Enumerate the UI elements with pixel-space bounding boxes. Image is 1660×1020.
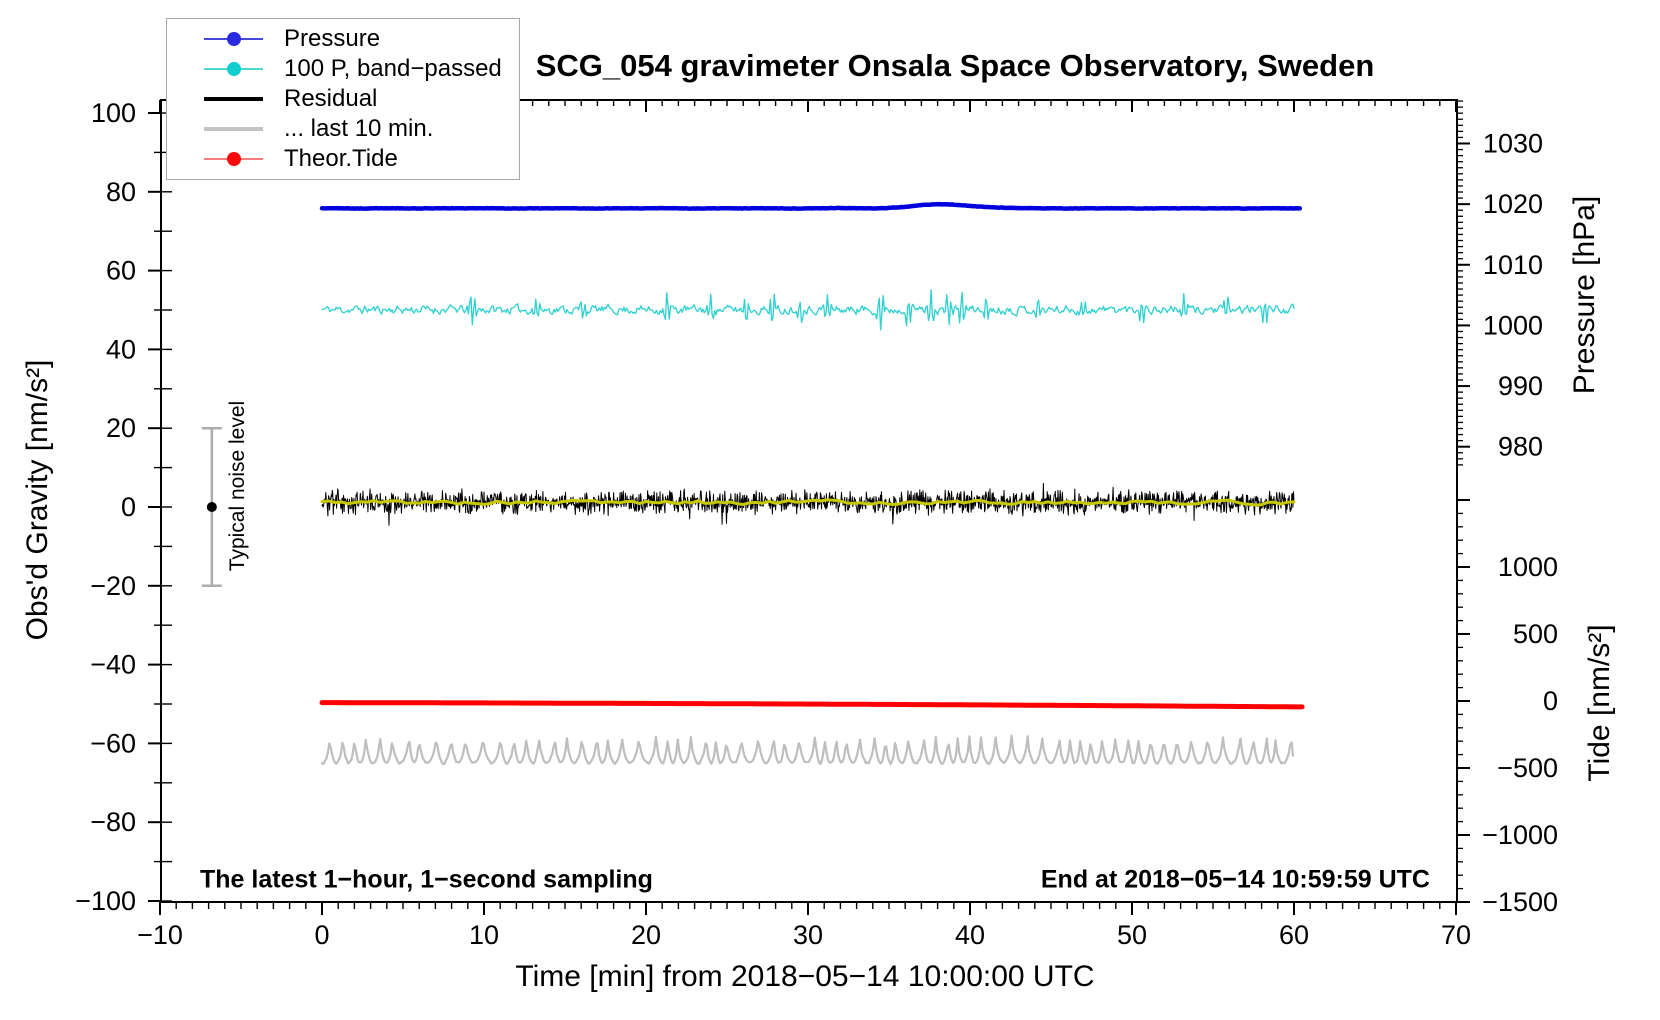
noise-level-errorbar (201, 426, 222, 588)
legend-sample-dot (226, 152, 241, 166)
pressure-axis-tick-label: 980 (1498, 432, 1543, 462)
x-axis-tick-label: 60 (1279, 920, 1309, 950)
legend-item-1: 100 P, band−passed (167, 54, 519, 84)
x-axis-title: Time [min] from 2018−05−14 10:00:00 UTC (515, 960, 1095, 993)
legend-item-0: Pressure (167, 24, 519, 54)
legend-sample-dot (226, 62, 241, 76)
x-axis-tick-label: −10 (137, 920, 183, 950)
pressure-axis-tick-label: 1030 (1483, 129, 1543, 159)
x-axis-tick-label: 50 (1117, 920, 1147, 950)
gravity-axis-tick-label: 20 (106, 413, 136, 443)
legend-item-label: Theor.Tide (284, 145, 398, 172)
series-tide-line (319, 700, 1305, 710)
noise-level-label: Typical noise level (226, 400, 249, 572)
gravity-axis-title: Obs'd Gravity [nm/s²] (21, 359, 54, 641)
gravity-axis-tick-label: 80 (106, 177, 136, 207)
series-residual-line (321, 482, 1295, 526)
series-last10-line (320, 734, 1295, 766)
gravity-axis-tick-label: −40 (90, 650, 136, 680)
gravity-axis-tick-label: 0 (121, 492, 136, 522)
gravity-axis-tick-label: −80 (90, 807, 136, 837)
x-axis-tick-label: 10 (469, 920, 499, 950)
pressure-axis-tick-label: 1010 (1483, 250, 1543, 280)
gravity-axis-tick-label: 40 (106, 334, 136, 364)
x-axis-tick-label: 30 (793, 920, 823, 950)
legend-item-label: 100 P, band−passed (284, 55, 502, 82)
legend-sample-line (204, 114, 263, 144)
legend-item-2: Residual (167, 84, 519, 114)
pressure-axis-tick-label: 990 (1498, 371, 1543, 401)
tide-axis-tick-label: −1000 (1482, 820, 1558, 850)
pressure-axis-tick-label: 1000 (1483, 310, 1543, 340)
chart-legend: Pressure 100 P, band−passed Residual ... la… (166, 18, 520, 180)
x-axis-tick-label: 40 (955, 920, 985, 950)
chart-title: SCG_054 gravimeter Onsala Space Observat… (535, 48, 1375, 83)
legend-sample-line (204, 24, 263, 54)
pressure-axis-title: Pressure [hPa] (1568, 195, 1601, 395)
legend-item-label: Pressure (284, 25, 381, 52)
x-axis-tick-label: 0 (314, 920, 329, 950)
series-bandpassed-line (321, 289, 1295, 331)
legend-item-label: Residual (284, 85, 378, 112)
series-pressure-line (319, 201, 1303, 211)
gravity-axis-tick-label: −100 (75, 886, 136, 916)
gravity-axis-tick-label: 100 (91, 98, 136, 128)
series-residual_smooth-line (320, 498, 1296, 507)
legend-item-label: ... last 10 min. (284, 115, 434, 142)
gravity-axis-tick-label: −20 (90, 571, 136, 601)
tide-axis-tick-label: 1000 (1498, 552, 1558, 582)
legend-sample-dot (226, 32, 241, 46)
legend-sample-line (204, 54, 263, 84)
end-time-note: End at 2018−05−14 10:59:59 UTC (1040, 865, 1430, 894)
tide-axis-tick-label: 0 (1543, 686, 1558, 716)
tide-axis-tick-label: −1500 (1482, 887, 1558, 917)
legend-sample-line (204, 84, 263, 114)
legend-item-3: ... last 10 min. (167, 114, 519, 144)
tide-axis-tick-label: −500 (1497, 753, 1558, 783)
gravity-axis-tick-label: 60 (106, 256, 136, 286)
axes-and-ticks: −10 0 10 20 30 40 50 60 70−100−80−60−40−20020406… (75, 98, 1558, 950)
x-axis-tick-label: 70 (1441, 920, 1471, 950)
data-series (319, 201, 1305, 766)
plot-frame (160, 99, 1458, 903)
tide-axis-title: Tide [nm/s²] (1583, 624, 1616, 782)
x-axis-tick-label: 20 (631, 920, 661, 950)
legend-item-4: Theor.Tide (167, 144, 519, 174)
tide-axis-tick-label: 500 (1513, 619, 1558, 649)
pressure-axis-tick-label: 1020 (1483, 189, 1543, 219)
noise-bar-dot (206, 502, 217, 512)
gravity-axis-tick-label: −60 (90, 728, 136, 758)
legend-sample-line (204, 144, 263, 174)
sampling-note: The latest 1−hour, 1−second sampling (200, 865, 653, 894)
